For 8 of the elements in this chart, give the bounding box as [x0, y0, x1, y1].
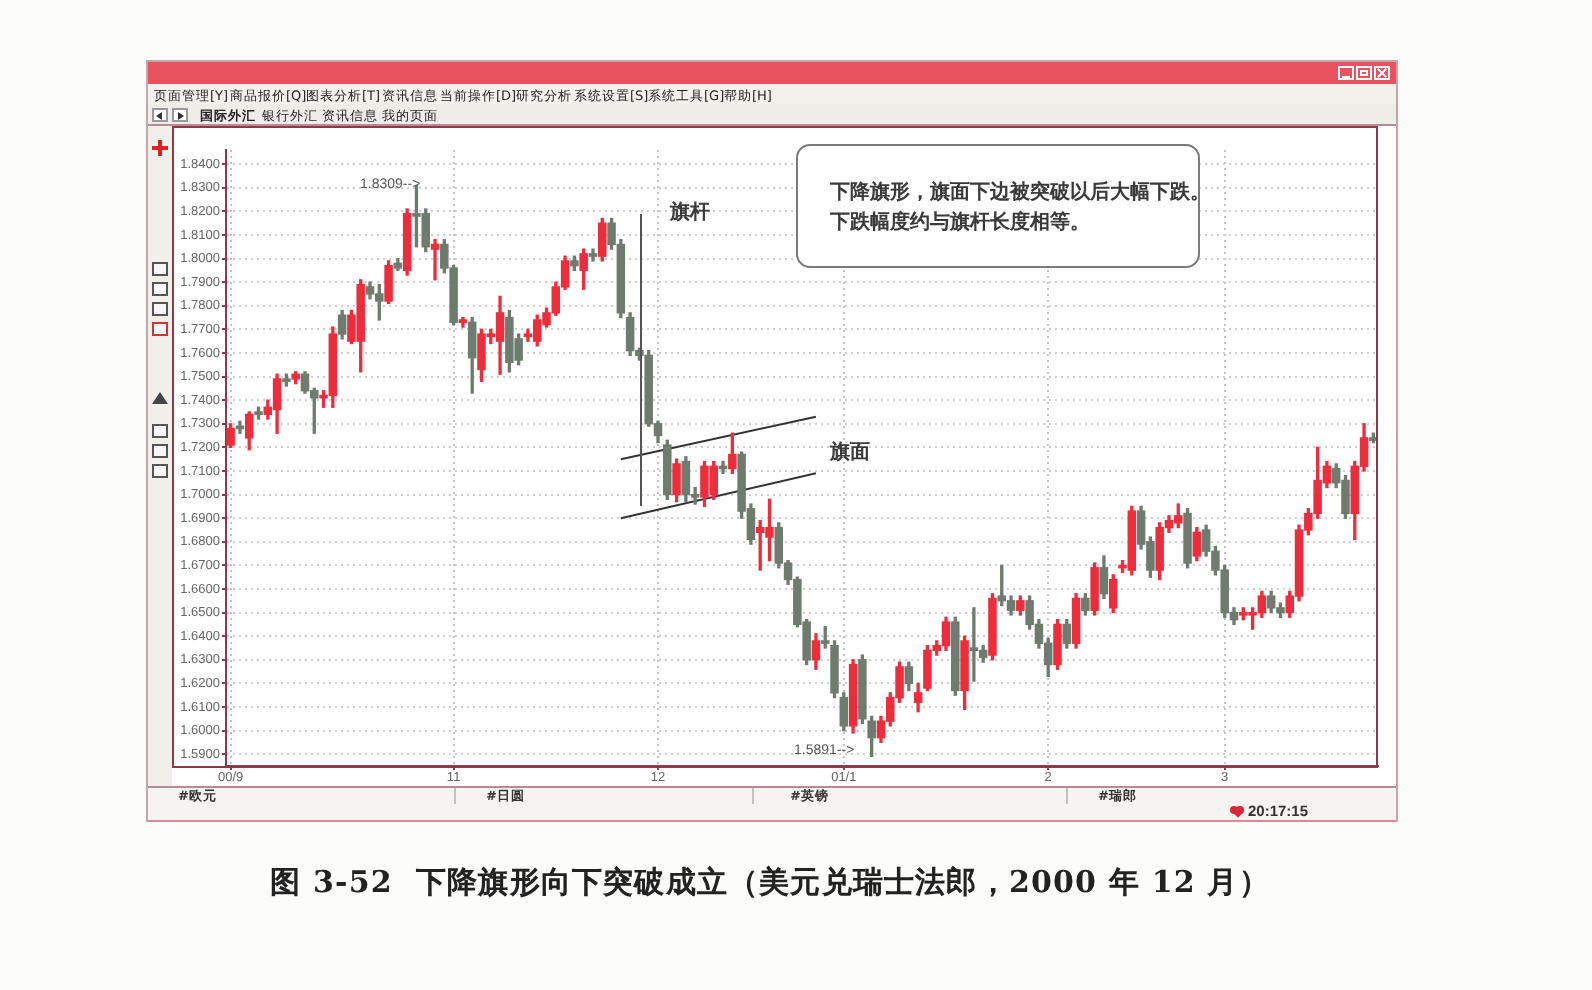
candlestick	[969, 607, 979, 682]
callout-box: 下降旗形，旗面下边被突破以后大幅下跌。 下跌幅度约与旗杆长度相等。	[796, 144, 1200, 268]
text: 图 3-52 下降旗形向下突破成立（美元兑瑞士法郎，2000 年 12 月）	[268, 864, 1272, 902]
candlestick	[430, 239, 440, 281]
annotation: 旗杆	[670, 202, 710, 226]
candlestick	[588, 248, 598, 262]
annotation: 下跌幅度约与旗杆长度相等。	[830, 208, 1092, 238]
annotation: 旗面	[830, 442, 870, 466]
